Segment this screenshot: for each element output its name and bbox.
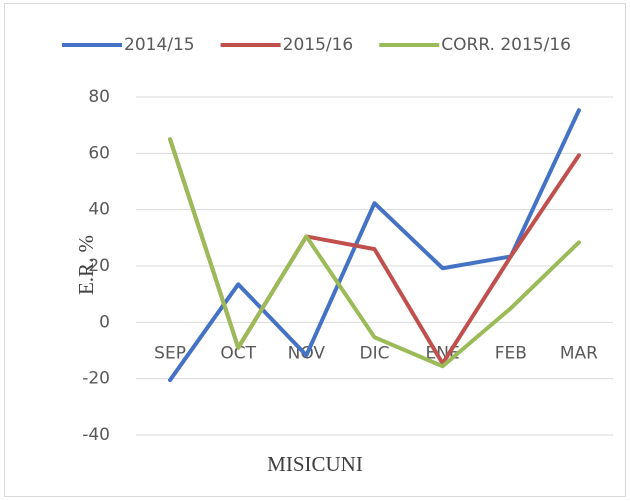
legend-label: 2015/16: [283, 35, 354, 55]
y-tick-label: -20: [82, 369, 110, 389]
x-axis-title: MISICUNI: [267, 452, 363, 476]
y-tick-label: 80: [88, 87, 110, 107]
x-tick-label: OCT: [220, 343, 256, 363]
x-tick-label: DIC: [360, 343, 390, 363]
y-tick-label: 20: [88, 256, 110, 276]
y-tick-label: -40: [82, 425, 110, 445]
series-line: [168, 137, 581, 369]
y-tick-label: 60: [88, 143, 110, 163]
y-tick-label: 40: [88, 200, 110, 220]
y-tick-label: 0: [99, 312, 110, 332]
legend-label: 2014/15: [124, 35, 195, 55]
x-tick-label: MAR: [560, 343, 598, 363]
x-tick-label: SEP: [154, 343, 186, 363]
x-tick-label: FEB: [495, 343, 527, 363]
legend-label: CORR. 2015/16: [441, 35, 571, 55]
y-axis-title: E.R. %: [74, 235, 98, 295]
